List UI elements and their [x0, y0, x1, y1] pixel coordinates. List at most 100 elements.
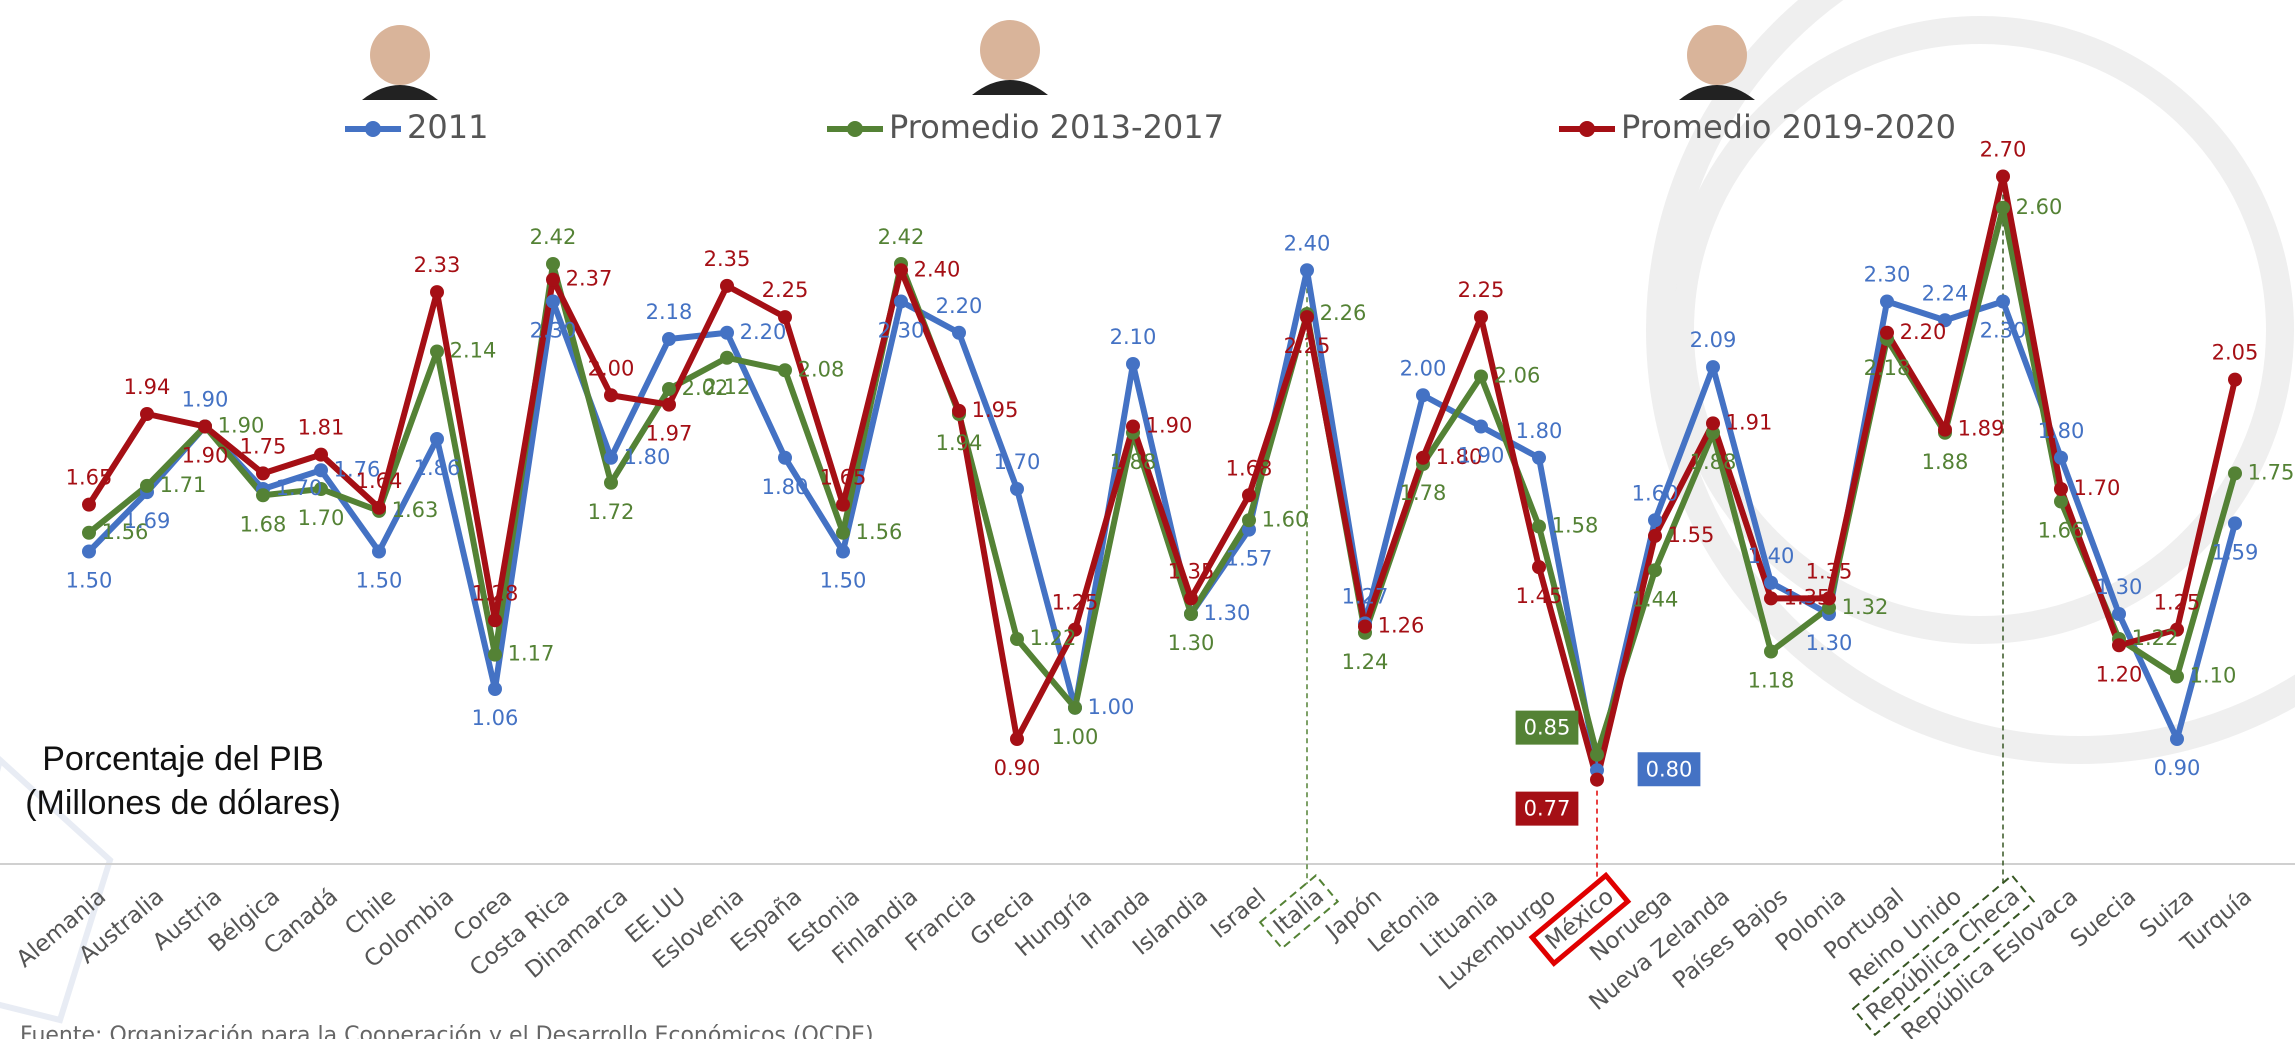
value-label: 2.10: [1110, 325, 1157, 349]
value-label: 2.20: [740, 320, 787, 344]
value-label: 1.30: [2096, 575, 2143, 599]
point: [1648, 563, 1662, 577]
point: [256, 466, 270, 480]
value-label: 1.30: [1168, 631, 1215, 655]
point: [1590, 773, 1604, 787]
point: [2054, 495, 2068, 509]
value-label: 0.90: [994, 756, 1041, 780]
point: [1764, 576, 1778, 590]
value-label: 0.85: [1524, 716, 1571, 740]
point: [488, 682, 502, 696]
value-label: 1.30: [1204, 601, 1251, 625]
legend-label: Promedio 2019-2020: [1621, 108, 1956, 146]
value-label: 1.88: [1690, 450, 1737, 474]
point: [546, 295, 560, 309]
x-tick-label: Israel: [1206, 884, 1271, 944]
value-label: 2.37: [566, 267, 613, 291]
value-label: 2.06: [1494, 364, 1541, 388]
value-label: 1.50: [820, 569, 867, 593]
point: [1532, 451, 1546, 465]
value-label: 1.60: [1262, 507, 1309, 531]
point: [1474, 310, 1488, 324]
point: [836, 526, 850, 540]
point: [1474, 370, 1488, 384]
value-label: 2.30: [1980, 319, 2027, 343]
portraits: [362, 20, 1755, 100]
point: [952, 404, 966, 418]
value-label: 2.40: [1284, 231, 1331, 255]
point: [1300, 263, 1314, 277]
point: [1242, 513, 1256, 527]
point: [2112, 607, 2126, 621]
value-label: 1.80: [2038, 419, 2085, 443]
point: [314, 448, 328, 462]
value-label: 1.06: [472, 706, 519, 730]
value-label: 1.90: [1458, 444, 1505, 468]
value-label: 2.12: [704, 375, 751, 399]
value-label: 2.30: [1864, 263, 1911, 287]
value-label: 1.94: [124, 375, 171, 399]
point: [1590, 748, 1604, 762]
value-label: 2.05: [2212, 341, 2259, 365]
point: [198, 420, 212, 434]
point: [1300, 310, 1314, 324]
point: [720, 351, 734, 365]
value-label: 1.56: [856, 520, 903, 544]
legend-marker: [1579, 121, 1595, 137]
point: [1648, 513, 1662, 527]
value-label: 1.10: [2190, 664, 2237, 688]
value-label: 2.25: [762, 278, 809, 302]
value-label: 1.60: [1632, 481, 1679, 505]
point: [2170, 732, 2184, 746]
point: [1126, 420, 1140, 434]
value-label: 1.00: [1052, 725, 1099, 749]
value-label: 1.72: [588, 500, 635, 524]
value-label: 1.40: [1748, 544, 1795, 568]
value-label: 2.35: [704, 247, 751, 271]
value-label: 2.26: [1320, 301, 1367, 325]
value-label: 1.91: [1726, 410, 1773, 434]
value-label: 1.78: [1400, 481, 1447, 505]
value-label: 1.65: [820, 466, 867, 490]
legend-label: Promedio 2013-2017: [889, 108, 1224, 146]
value-label: 1.71: [160, 473, 207, 497]
value-label: 1.25: [1052, 591, 1099, 615]
point: [662, 398, 676, 412]
point: [82, 526, 96, 540]
value-label: 1.70: [276, 476, 323, 500]
legend-marker: [365, 121, 381, 137]
source: Fuente: Organización para la Cooperación…: [20, 1023, 874, 1039]
point: [546, 257, 560, 271]
point: [1010, 732, 1024, 746]
value-label: 1.88: [1922, 450, 1969, 474]
value-label: 1.69: [124, 509, 171, 533]
value-label: 1.68: [240, 512, 287, 536]
value-label: 1.75: [240, 434, 287, 458]
value-label: 2.42: [530, 225, 577, 249]
value-label: 1.81: [298, 416, 345, 440]
value-label: 2.30: [530, 319, 577, 343]
value-label: 1.75: [2248, 460, 2295, 484]
value-label: 1.90: [182, 444, 229, 468]
value-label: 1.50: [356, 569, 403, 593]
chart: Porcentaje del PIB (Millones de dólares)…: [0, 0, 2295, 1039]
point: [256, 488, 270, 502]
point: [1764, 591, 1778, 605]
value-label: 2.70: [1980, 138, 2027, 162]
point: [2228, 466, 2242, 480]
value-label: 1.44: [1632, 587, 1679, 611]
value-label: 1.30: [1806, 631, 1853, 655]
point: [546, 273, 560, 287]
point: [82, 498, 96, 512]
value-label: 1.68: [1226, 456, 1273, 480]
point: [1010, 482, 1024, 496]
value-label: 1.55: [1668, 523, 1715, 547]
value-label: 1.63: [392, 498, 439, 522]
point: [488, 648, 502, 662]
point: [1648, 529, 1662, 543]
point: [604, 388, 618, 402]
point: [1068, 701, 1082, 715]
value-label: 1.57: [1226, 547, 1273, 571]
point: [2054, 451, 2068, 465]
value-label: 2.33: [414, 253, 461, 277]
